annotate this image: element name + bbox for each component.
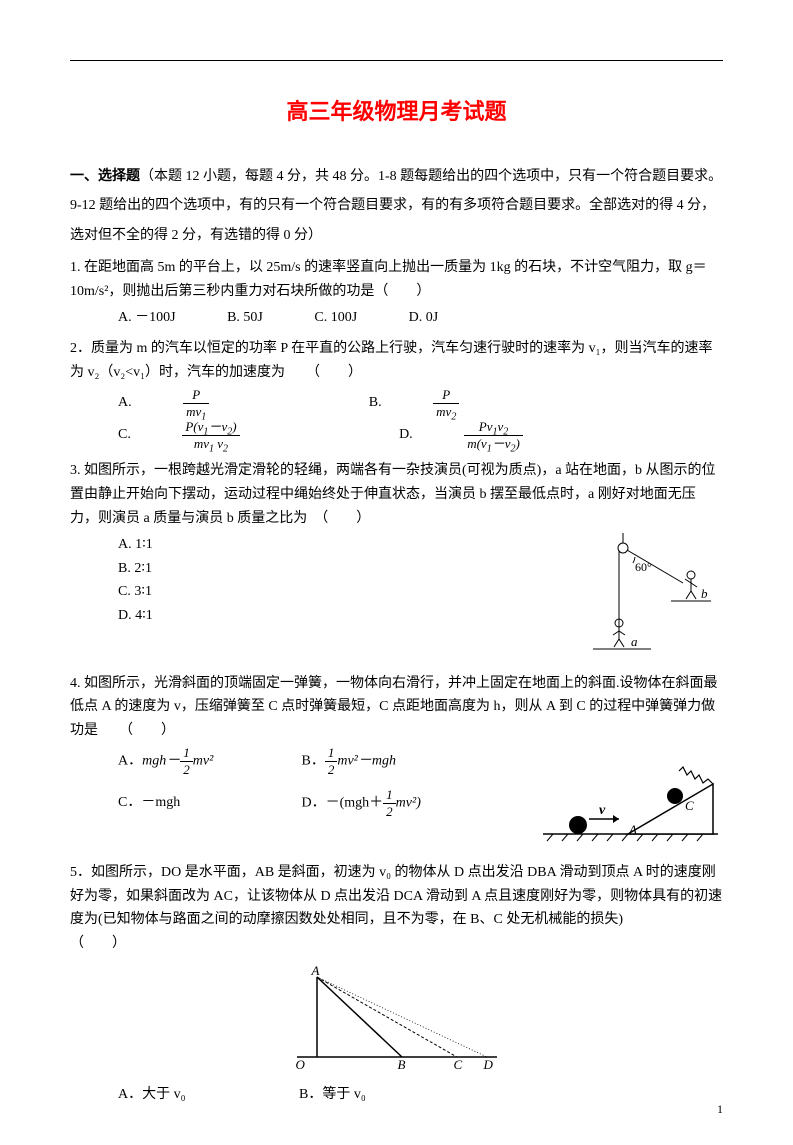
q5-c-label: C (454, 1054, 463, 1076)
q5-text: 5．如图所示，DO 是水平面，AB 是斜面，初速为 v₀ 的物体从 D 点出发沿… (70, 861, 723, 956)
q4-d-pre: D．－(mgh＋ (302, 795, 384, 810)
q4-a-mid: mgh－ (142, 753, 180, 768)
question-2: 2．质量为 m 的汽车以恒定的功率 P 在平直的公路上行驶，汽车匀速行驶时的速率… (70, 337, 723, 451)
q2-c-frac: P(v1－v2)mv1 v2 (182, 419, 287, 451)
q1-opt-a: A. －100J (118, 306, 176, 330)
question-3: 3. 如图所示，一根跨越光滑定滑轮的轻绳，两端各有一杂技演员(可视为质点)，a … (70, 459, 723, 661)
q4-b-frac: 12 (325, 745, 338, 777)
q2-c-label: C. (118, 423, 131, 447)
question-5: 5．如图所示，DO 是水平面，AB 是斜面，初速为 v₀ 的物体从 D 点出发沿… (70, 861, 723, 1107)
section1-instructions: 一、选择题（本题 12 小题，每题 4 分，共 48 分。1-8 题每题给出的四… (70, 161, 723, 250)
q2-opt-c: C. P(v1－v2)mv1 v2 (118, 419, 336, 451)
q3-opt-c: C. 3∶1 (118, 580, 553, 604)
section1-instr-text: （本题 12 小题，每题 4 分，共 48 分。1-8 题每题给出的四个选项中，… (70, 169, 722, 243)
q4-opt-b: B．12mv²－mgh (302, 745, 396, 777)
q4-a-pre: A． (118, 753, 142, 768)
q2-text: 2．质量为 m 的汽车以恒定的功率 P 在平直的公路上行驶，汽车匀速行驶时的速率… (70, 337, 723, 385)
q1-opt-c: C. 100J (314, 306, 357, 330)
q1-opt-b: B. 50J (227, 306, 263, 330)
q3-a-label: a (631, 631, 638, 653)
q2-options: A. Pmv1 B. Pmv2 C. P(v1－v2)mv1 v2 D. Pv1… (118, 387, 723, 451)
top-rule (70, 60, 723, 61)
q5-o-label: O (296, 1054, 305, 1076)
q5-d-label: D (484, 1054, 493, 1076)
q5-b-label: B (398, 1054, 406, 1076)
q5-opt-a: A．大于 v₀ (118, 1083, 186, 1107)
q5-a-label: A (312, 960, 320, 982)
q2-d-label: D. (399, 423, 413, 447)
q1-text: 1. 在距地面高 5m 的平台上，以 25m/s 的速率竖直向上抛出一质量为 1… (70, 256, 723, 304)
q3-diagram: 60° b a (553, 533, 723, 662)
q3-opt-a: A. 1∶1 (118, 533, 553, 557)
q5-options: A．大于 v₀ B．等于 v₀ (118, 1083, 723, 1107)
q4-c-label: C (685, 795, 694, 817)
q4-opt-a: A．mgh－12mv² (118, 745, 298, 777)
q3-b-label: b (701, 583, 708, 605)
q4-a-frac: 12 (180, 745, 193, 777)
section1-label: 一、选择题 (70, 167, 140, 183)
q4-a-label: A (629, 819, 637, 841)
q4-a-tail: mv² (193, 753, 214, 768)
q4-opt-c: C．－mgh (118, 791, 298, 815)
page-number: 1 (717, 1098, 723, 1121)
q4-b-tail: mv²－mgh (337, 753, 396, 768)
q3-options: A. 1∶1 B. 2∶1 C. 3∶1 D. 4∶1 (70, 533, 553, 628)
q2-opt-a: A. Pmv1 (118, 387, 305, 419)
exam-title: 高三年级物理月考试题 (70, 91, 723, 133)
q1-options: A. －100J B. 50J C. 100J D. 0J (118, 306, 723, 330)
q2-opt-d: D. Pv1v2m(v1－v2) (399, 419, 619, 451)
q2-b-frac: Pmv2 (433, 387, 507, 419)
q2-a-frac: Pmv1 (183, 387, 257, 419)
page-container: 高三年级物理月考试题 一、选择题（本题 12 小题，每题 4 分，共 48 分。… (0, 0, 793, 1145)
q4-b-pre: B． (302, 753, 325, 768)
q4-v-label: v (599, 799, 605, 823)
q3-opt-d: D. 4∶1 (118, 604, 553, 628)
q4-d-tail: mv²) (396, 795, 421, 810)
q5-diagram: A O B C D (282, 962, 512, 1081)
question-4: 4. 如图所示，光滑斜面的顶端固定一弹簧，一物体向右滑行，并冲上固定在地面上的斜… (70, 672, 723, 853)
q2-opt-b: B. Pmv2 (369, 387, 556, 419)
q2-d-frac: Pv1v2m(v1－v2) (464, 419, 571, 451)
question-1: 1. 在距地面高 5m 的平台上，以 25m/s 的速率竖直向上抛出一质量为 1… (70, 256, 723, 329)
q3-angle-label: 60° (635, 557, 652, 577)
q4-d-frac: 12 (383, 787, 396, 819)
q5-opt-b: B．等于 v₀ (299, 1083, 366, 1107)
q2-b-label: B. (369, 391, 382, 415)
q3-text: 3. 如图所示，一根跨越光滑定滑轮的轻绳，两端各有一杂技演员(可视为质点)，a … (70, 459, 723, 530)
q4-diagram: v C A (533, 759, 723, 853)
q4-opt-d: D．－(mgh＋12mv²) (302, 787, 421, 819)
q1-opt-d: D. 0J (409, 306, 439, 330)
q2-a-label: A. (118, 391, 132, 415)
q3-opt-b: B. 2∶1 (118, 557, 553, 581)
q4-text: 4. 如图所示，光滑斜面的顶端固定一弹簧，一物体向右滑行，并冲上固定在地面上的斜… (70, 672, 723, 743)
